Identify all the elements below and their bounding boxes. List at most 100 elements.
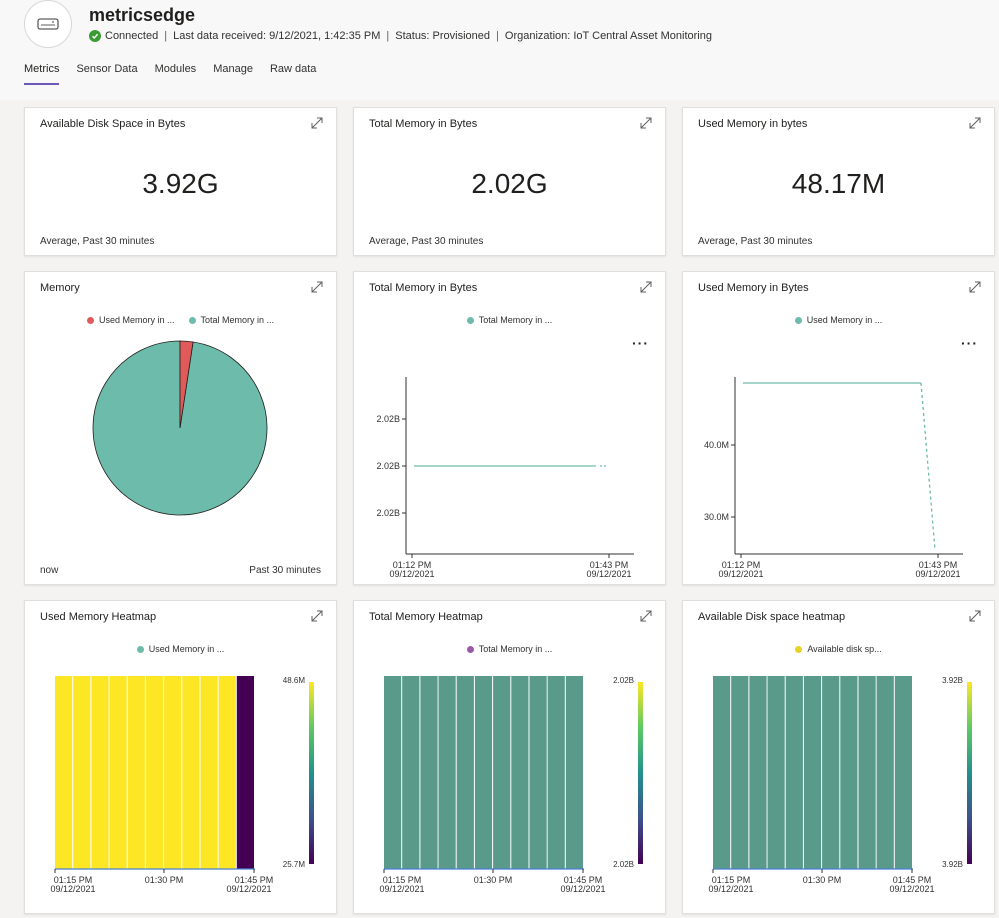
more-options-icon[interactable]: ··· — [632, 335, 649, 351]
heatmap-cell[interactable] — [749, 676, 767, 869]
legend-dot — [794, 316, 802, 324]
tab-sensor-data[interactable]: Sensor Data — [76, 63, 138, 75]
tab-manage[interactable]: Manage — [213, 63, 253, 75]
device-icon — [24, 0, 72, 48]
heatmap-tile-used-memory: Used Memory Heatmap Used Memory in ... 0… — [24, 600, 337, 914]
legend-dot — [466, 316, 474, 324]
y-tick-label: 2.02B — [376, 414, 400, 424]
tile-title: Available Disk space heatmap — [698, 611, 846, 623]
heatmap-cell[interactable] — [218, 676, 236, 869]
expand-icon[interactable] — [639, 116, 653, 130]
heatmap-cell[interactable] — [565, 676, 583, 869]
legend-dot — [136, 645, 144, 653]
legend-dot — [188, 316, 196, 324]
y-tick-label: 40.0M — [704, 440, 729, 450]
kpi-tile-disk-space: Available Disk Space in Bytes 3.92G Aver… — [24, 107, 337, 256]
y-tick-label: 2.02B — [376, 508, 400, 518]
heatmap-cell[interactable] — [384, 676, 402, 869]
heatmap-cell[interactable] — [474, 676, 493, 869]
more-options-icon[interactable]: ··· — [961, 335, 978, 351]
x-tick-date: 09/12/2021 — [50, 884, 95, 894]
legend-item-total-memory[interactable]: Total Memory in ... — [466, 315, 552, 325]
heatmap-cell[interactable] — [731, 676, 749, 869]
heatmap-cell[interactable] — [547, 676, 565, 869]
x-tick-label: 01:43 PM — [590, 560, 629, 570]
heatmap-cell[interactable] — [55, 676, 73, 869]
heatmap-cell[interactable] — [236, 676, 254, 869]
x-tick-date: 09/12/2021 — [889, 884, 934, 894]
legend-dot — [86, 316, 94, 324]
legend-item-used-memory[interactable]: Used Memory in ... — [136, 644, 224, 654]
chart-legend: Used Memory in ... Total Memory in ... — [25, 315, 336, 325]
chart-legend: Total Memory in ... — [354, 644, 665, 654]
color-scale-min: 25.7M — [283, 860, 306, 869]
x-tick-label: 01:30 PM — [145, 875, 184, 885]
heatmap-cell[interactable] — [876, 676, 894, 869]
expand-icon[interactable] — [968, 609, 982, 623]
legend-item-total-memory[interactable]: Total Memory in ... — [466, 644, 552, 654]
legend-item-used-memory[interactable]: Used Memory in ... — [86, 315, 175, 325]
expand-icon[interactable] — [310, 280, 324, 294]
heatmap-cell[interactable] — [182, 676, 200, 869]
heatmap-cell[interactable] — [803, 676, 822, 869]
line-tile-used-memory: Used Memory in Bytes Used Memory in ... … — [682, 271, 995, 585]
expand-icon[interactable] — [310, 116, 324, 130]
pie-footer-right: Past 30 minutes — [249, 565, 321, 576]
chart-legend: Used Memory in ... — [25, 644, 336, 654]
x-tick-label: 01:12 PM — [722, 560, 761, 570]
tile-title: Used Memory in Bytes — [698, 282, 809, 294]
heatmap-cell[interactable] — [402, 676, 420, 869]
legend-item-used-memory[interactable]: Used Memory in ... — [794, 315, 882, 325]
color-scale-min: 2.02B — [613, 860, 634, 869]
heatmap-cell[interactable] — [858, 676, 876, 869]
color-scale-max: 3.92B — [942, 676, 963, 685]
pie-footer-left: now — [40, 565, 59, 576]
heatmap-cell[interactable] — [840, 676, 858, 869]
heatmap-cell[interactable] — [200, 676, 218, 869]
x-tick-date: 09/12/2021 — [226, 884, 271, 894]
legend-item-total-memory[interactable]: Total Memory in ... — [188, 315, 274, 325]
legend-item-disk-space[interactable]: Available disk sp... — [795, 644, 882, 654]
heatmap-cell[interactable] — [894, 676, 912, 869]
pie-slice-used-memory[interactable] — [179, 340, 194, 429]
expand-icon[interactable] — [639, 280, 653, 294]
x-tick-label: 01:15 PM — [383, 875, 422, 885]
x-tick-label: 01:15 PM — [712, 875, 751, 885]
last-data-received: Last data received: 9/12/2021, 1:42:35 P… — [173, 30, 381, 42]
chart-legend: Used Memory in ... — [683, 315, 994, 325]
heatmap-cell[interactable] — [91, 676, 109, 869]
heatmap-cell[interactable] — [456, 676, 474, 869]
heatmap-cell[interactable] — [529, 676, 547, 869]
kpi-tile-total-memory: Total Memory in Bytes 2.02G Average, Pas… — [353, 107, 666, 256]
heatmap-cell[interactable] — [493, 676, 511, 869]
heatmap-cell[interactable] — [145, 676, 164, 869]
heatmap-cell[interactable] — [127, 676, 145, 869]
tab-raw-data[interactable]: Raw data — [269, 63, 317, 75]
x-tick-label: 01:30 PM — [474, 875, 513, 885]
heatmap-cell[interactable] — [420, 676, 438, 869]
tile-title: Used Memory Heatmap — [40, 611, 157, 623]
heatmap-cell[interactable] — [785, 676, 803, 869]
heatmap-cell[interactable] — [822, 676, 840, 869]
tile-title: Available Disk Space in Bytes — [40, 118, 186, 130]
tab-modules[interactable]: Modules — [154, 63, 197, 75]
heatmap-cell[interactable] — [713, 676, 731, 869]
color-scale-max: 48.6M — [283, 676, 306, 685]
tab-metrics[interactable]: Metrics — [24, 63, 60, 85]
device-status-line: Connected | Last data received: 9/12/202… — [89, 30, 712, 42]
x-tick-label: 01:12 PM — [393, 560, 432, 570]
heatmap-cell[interactable] — [73, 676, 91, 869]
expand-icon[interactable] — [968, 280, 982, 294]
tile-title: Memory — [40, 282, 80, 294]
legend-dot — [795, 645, 803, 653]
x-tick-date: 09/12/2021 — [586, 569, 631, 579]
heatmap-cell[interactable] — [109, 676, 127, 869]
heatmap-cell[interactable] — [511, 676, 529, 869]
heatmap-cell[interactable] — [767, 676, 785, 869]
expand-icon[interactable] — [639, 609, 653, 623]
heatmap-cell[interactable] — [438, 676, 456, 869]
heatmap-cell[interactable] — [164, 676, 182, 869]
expand-icon[interactable] — [968, 116, 982, 130]
expand-icon[interactable] — [310, 609, 324, 623]
heatmap-tile-total-memory: Total Memory Heatmap Total Memory in ...… — [353, 600, 666, 914]
